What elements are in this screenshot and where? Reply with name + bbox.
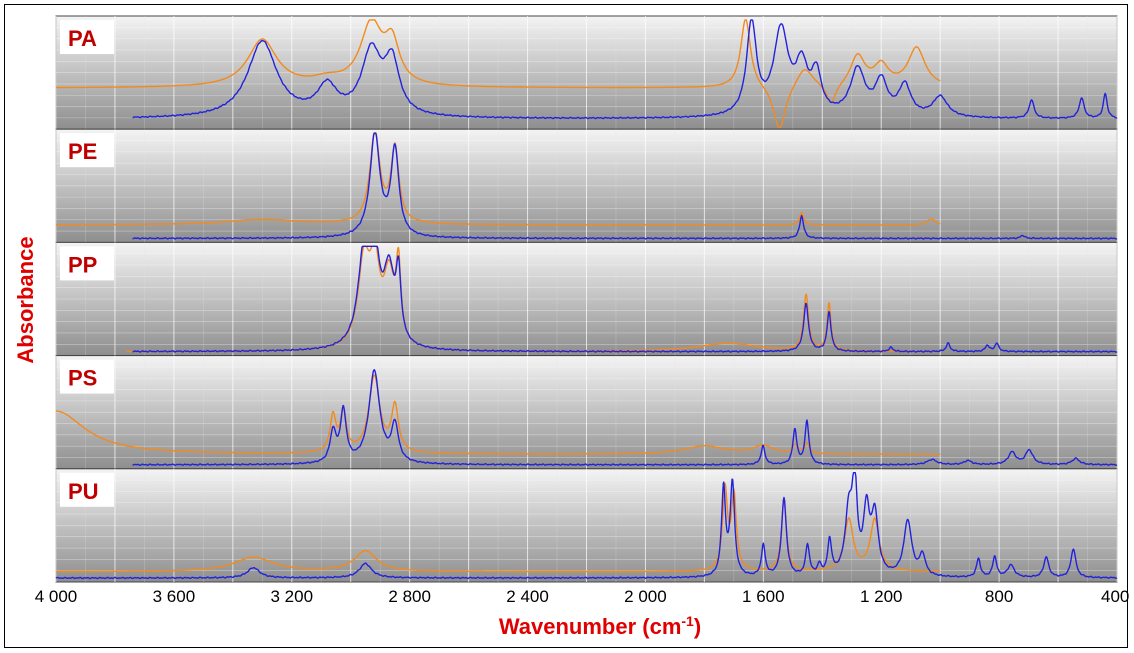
panel-label: PS — [68, 366, 97, 391]
panel-ps: PS — [55, 355, 1118, 470]
panel-label-box — [60, 133, 114, 168]
sample-spectrum-line — [132, 132, 1118, 240]
y-axis-title: Absorbance — [13, 236, 38, 363]
panel-pp: PP — [55, 241, 1118, 357]
x-tick-label: 1 200 — [860, 587, 903, 606]
panel-label: PA — [68, 26, 97, 51]
x-axis-title-main: Wavenumber (cm — [499, 614, 682, 639]
x-tick-label: 3 600 — [153, 587, 196, 606]
panel-label-box — [60, 472, 114, 507]
sample-spectrum-line — [132, 19, 1118, 120]
panel-label: PU — [68, 479, 99, 504]
x-tick-label: 800 — [985, 587, 1013, 606]
panels-layer: PA PE PP PS PU — [55, 15, 1118, 583]
panel-label: PP — [68, 252, 97, 277]
sample-spectrum-line — [55, 472, 1118, 580]
reference-spectrum-line — [55, 482, 941, 573]
x-tick-label: 1 600 — [742, 587, 785, 606]
x-axis-title: Wavenumber (cm-1) — [499, 613, 701, 639]
panel-pa: PA — [55, 15, 1118, 130]
reference-spectrum-line — [55, 19, 941, 128]
x-tick-label: 2 400 — [506, 587, 549, 606]
x-tick-label: 4 000 — [35, 587, 78, 606]
panel-pu: PU — [55, 468, 1118, 583]
panel-pe: PE — [55, 128, 1118, 243]
x-tick-label: 3 200 — [271, 587, 314, 606]
x-tick-label: 2 800 — [388, 587, 431, 606]
sample-spectrum-line — [132, 369, 1118, 466]
x-axis-title-superscript: -1 — [681, 613, 694, 629]
reference-spectrum-line — [55, 132, 941, 226]
x-tick-label: 400 — [1101, 587, 1129, 606]
panel-label-box — [60, 246, 114, 281]
x-tick-label: 2 000 — [624, 587, 667, 606]
panel-label-box — [60, 20, 114, 54]
x-axis-ticks: 4 000 3 600 3 200 2 800 2 400 2 000 1 600 1 200… — [35, 587, 1130, 606]
panel-label: PE — [68, 139, 97, 164]
x-axis-title-close: ) — [694, 614, 701, 639]
panel-label-box — [60, 359, 114, 394]
sample-spectrum-line — [132, 245, 1118, 353]
